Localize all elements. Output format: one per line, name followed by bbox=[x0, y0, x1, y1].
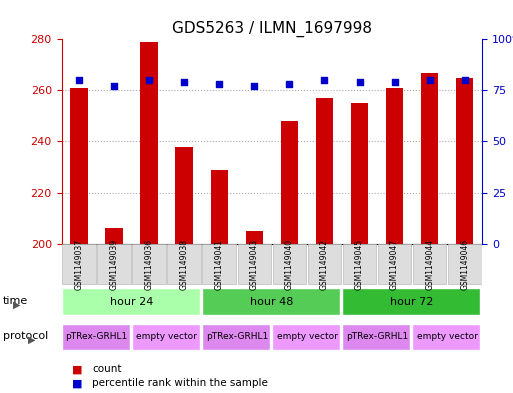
Bar bbox=[456, 77, 473, 244]
FancyBboxPatch shape bbox=[132, 324, 200, 350]
Text: pTRex-GRHL1: pTRex-GRHL1 bbox=[346, 332, 408, 342]
Bar bbox=[281, 121, 298, 244]
FancyBboxPatch shape bbox=[413, 244, 446, 284]
Bar bbox=[105, 228, 123, 244]
Point bbox=[461, 77, 469, 83]
FancyBboxPatch shape bbox=[238, 244, 271, 284]
Bar bbox=[315, 98, 333, 244]
Point bbox=[320, 77, 328, 83]
FancyBboxPatch shape bbox=[343, 244, 377, 284]
Point bbox=[250, 83, 259, 90]
FancyBboxPatch shape bbox=[342, 288, 481, 315]
Text: empty vector: empty vector bbox=[417, 332, 478, 342]
Text: GSM1149040: GSM1149040 bbox=[285, 239, 294, 290]
Text: hour 24: hour 24 bbox=[110, 297, 153, 307]
Point bbox=[75, 77, 83, 83]
FancyBboxPatch shape bbox=[203, 244, 236, 284]
FancyBboxPatch shape bbox=[448, 244, 482, 284]
Bar bbox=[246, 231, 263, 244]
Text: GSM1149043: GSM1149043 bbox=[250, 239, 259, 290]
Text: empty vector: empty vector bbox=[277, 332, 338, 342]
FancyBboxPatch shape bbox=[202, 324, 270, 350]
FancyBboxPatch shape bbox=[378, 244, 411, 284]
Text: protocol: protocol bbox=[3, 331, 48, 341]
Bar bbox=[141, 42, 158, 244]
Title: GDS5263 / ILMN_1697998: GDS5263 / ILMN_1697998 bbox=[172, 20, 372, 37]
Bar bbox=[175, 147, 193, 244]
Text: pTRex-GRHL1: pTRex-GRHL1 bbox=[206, 332, 268, 342]
Bar bbox=[421, 72, 439, 244]
Point bbox=[356, 79, 364, 85]
Bar bbox=[386, 88, 403, 244]
Point bbox=[215, 81, 223, 87]
Point bbox=[145, 77, 153, 83]
Text: ▶: ▶ bbox=[13, 299, 21, 310]
Point bbox=[390, 79, 399, 85]
Point bbox=[285, 81, 293, 87]
Text: hour 72: hour 72 bbox=[390, 297, 434, 307]
Text: GSM1149047: GSM1149047 bbox=[390, 239, 399, 290]
FancyBboxPatch shape bbox=[167, 244, 201, 284]
Text: GSM1149046: GSM1149046 bbox=[460, 239, 469, 290]
FancyBboxPatch shape bbox=[132, 244, 166, 284]
Text: time: time bbox=[3, 296, 28, 306]
Bar bbox=[70, 88, 88, 244]
Text: GSM1149039: GSM1149039 bbox=[110, 239, 119, 290]
FancyBboxPatch shape bbox=[62, 244, 96, 284]
Text: empty vector: empty vector bbox=[136, 332, 197, 342]
Text: count: count bbox=[92, 364, 122, 375]
Text: ■: ■ bbox=[72, 364, 82, 375]
FancyBboxPatch shape bbox=[62, 288, 200, 315]
FancyBboxPatch shape bbox=[62, 324, 130, 350]
Text: ▶: ▶ bbox=[28, 335, 36, 345]
Text: hour 48: hour 48 bbox=[250, 297, 293, 307]
FancyBboxPatch shape bbox=[97, 244, 131, 284]
FancyBboxPatch shape bbox=[308, 244, 341, 284]
Point bbox=[180, 79, 188, 85]
Text: ■: ■ bbox=[72, 378, 82, 388]
Point bbox=[110, 83, 118, 90]
FancyBboxPatch shape bbox=[202, 288, 340, 315]
Text: GSM1149042: GSM1149042 bbox=[320, 239, 329, 290]
Bar bbox=[351, 103, 368, 244]
Text: GSM1149036: GSM1149036 bbox=[145, 239, 154, 290]
Text: percentile rank within the sample: percentile rank within the sample bbox=[92, 378, 268, 388]
Point bbox=[425, 77, 433, 83]
Text: GSM1149037: GSM1149037 bbox=[74, 239, 84, 290]
Bar bbox=[210, 169, 228, 244]
FancyBboxPatch shape bbox=[272, 244, 306, 284]
FancyBboxPatch shape bbox=[342, 324, 410, 350]
Text: GSM1149041: GSM1149041 bbox=[215, 239, 224, 290]
Text: GSM1149045: GSM1149045 bbox=[355, 239, 364, 290]
Text: GSM1149038: GSM1149038 bbox=[180, 239, 189, 290]
FancyBboxPatch shape bbox=[272, 324, 340, 350]
Text: pTRex-GRHL1: pTRex-GRHL1 bbox=[66, 332, 128, 342]
Text: GSM1149044: GSM1149044 bbox=[425, 239, 434, 290]
FancyBboxPatch shape bbox=[412, 324, 481, 350]
